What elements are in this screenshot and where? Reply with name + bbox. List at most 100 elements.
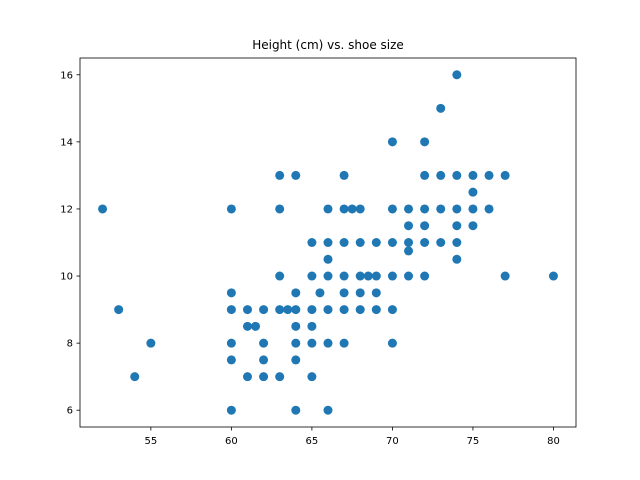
data-point [275, 204, 285, 214]
data-point [404, 221, 414, 231]
data-point [387, 305, 397, 315]
data-point [339, 204, 349, 214]
data-point [371, 288, 381, 298]
data-point [339, 288, 349, 298]
data-point [226, 288, 236, 298]
data-point [436, 204, 446, 214]
data-point [339, 170, 349, 180]
x-tick-label: 70 [386, 436, 399, 447]
data-point [420, 170, 430, 180]
data-point [226, 355, 236, 365]
data-point [468, 221, 478, 231]
data-point [226, 204, 236, 214]
data-point [259, 372, 269, 382]
data-point [436, 170, 446, 180]
data-point [420, 271, 430, 281]
data-point [404, 204, 414, 214]
data-point [291, 305, 301, 315]
data-point [226, 338, 236, 348]
data-point [275, 372, 285, 382]
data-point [339, 338, 349, 348]
data-point [242, 321, 252, 331]
y-tick-label: 16 [60, 70, 73, 81]
data-point [339, 305, 349, 315]
data-point [347, 204, 357, 214]
x-tick-label: 65 [306, 436, 319, 447]
data-point [387, 338, 397, 348]
data-point [275, 305, 285, 315]
data-point [307, 321, 317, 331]
data-point [307, 338, 317, 348]
y-tick-label: 12 [60, 204, 73, 215]
data-point [355, 271, 365, 281]
data-point [259, 338, 269, 348]
data-point [146, 338, 156, 348]
data-point [387, 238, 397, 247]
data-point [114, 305, 124, 315]
data-point [452, 204, 462, 214]
data-point [291, 321, 301, 331]
data-point [484, 204, 494, 214]
data-point [291, 338, 301, 348]
y-tick-label: 6 [67, 406, 73, 417]
data-point [307, 305, 317, 315]
data-point [436, 103, 446, 113]
data-point [291, 405, 301, 415]
data-point [291, 170, 301, 180]
data-point [291, 288, 301, 298]
data-point [484, 170, 494, 180]
data-point [355, 288, 365, 298]
data-point [404, 271, 414, 281]
data-point [323, 238, 333, 247]
data-point [452, 221, 462, 231]
x-tick-label: 75 [467, 436, 480, 447]
x-tick-label: 55 [144, 436, 157, 447]
data-point [307, 372, 317, 382]
data-point [371, 238, 381, 247]
data-point [452, 254, 462, 264]
data-point [387, 271, 397, 281]
data-point [500, 271, 510, 281]
data-point [420, 221, 430, 231]
data-point [259, 355, 269, 365]
y-tick-label: 8 [67, 339, 73, 350]
plot-frame [79, 57, 577, 428]
data-point [339, 271, 349, 281]
data-point [500, 170, 510, 180]
data-point [283, 305, 293, 315]
data-point [420, 204, 430, 214]
data-point [387, 204, 397, 214]
data-point [291, 355, 301, 365]
data-point [468, 187, 478, 197]
data-point [275, 271, 285, 281]
data-point [323, 204, 333, 214]
data-point [323, 405, 333, 415]
data-point [452, 70, 462, 80]
y-tick-label: 10 [60, 272, 73, 283]
data-point [452, 170, 462, 180]
data-point [242, 372, 252, 382]
data-point [98, 204, 108, 214]
data-point [323, 254, 333, 264]
data-point [307, 238, 317, 247]
data-point [226, 305, 236, 315]
data-point [226, 405, 236, 415]
data-point [315, 288, 325, 298]
data-point [404, 246, 414, 256]
data-point [355, 305, 365, 315]
data-point [323, 271, 333, 281]
chart-title: Height (cm) vs. shoe size [252, 38, 404, 52]
data-point [355, 204, 365, 214]
data-point [339, 238, 349, 247]
x-tick-label: 60 [225, 436, 238, 447]
data-point [436, 238, 446, 247]
data-point [355, 238, 365, 247]
data-point [275, 170, 285, 180]
y-tick-label: 14 [60, 137, 73, 148]
data-point [307, 271, 317, 281]
data-point [420, 238, 430, 247]
data-point [387, 137, 397, 147]
points-layer [98, 70, 558, 415]
